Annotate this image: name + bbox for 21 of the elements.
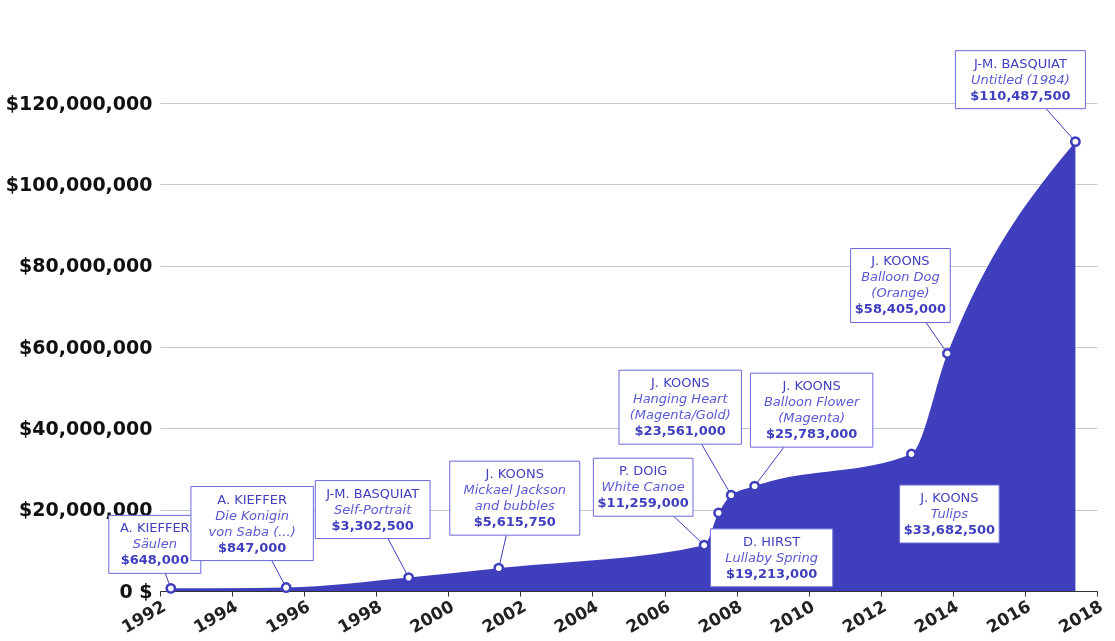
annotation: J. KOONS Mickael Jackson and bubbles $5,615,750 [463, 466, 567, 530]
annotation: A. KIEFFER Säulen $648,000 [119, 520, 190, 568]
point [280, 582, 292, 593]
annotation: J. KOONS Hanging Heart (Magenta/Gold) $23,561,000 [629, 375, 731, 439]
point [1069, 136, 1081, 148]
annotation: J. KOONS Balloon Flower (Magenta) $25,783,000 [763, 378, 861, 442]
y-tick-label: $20,000,000 [19, 498, 153, 521]
annotation: J-M. BASQUIAT Untitled (1984) $110,487,500 [970, 55, 1071, 103]
y-tick-label: 0 $ [119, 579, 153, 602]
annotation: D. HIRST Lullaby Spring $19,213,000 [725, 533, 818, 581]
y-tick-label: $100,000,000 [5, 172, 153, 195]
annotation: J. KOONS Balloon Dog (Orange) $58,405,000 [854, 253, 947, 317]
annotation: J-M. BASQUIAT Self-Portrait $3,302,500 [325, 485, 420, 533]
y-tick-label: $60,000,000 [19, 335, 153, 358]
y-tick-label: $120,000,000 [5, 91, 153, 114]
annotation: J. KOONS Tulips $33,682,500 [903, 490, 996, 538]
y-tick-label: $40,000,000 [19, 416, 153, 439]
point [165, 582, 177, 594]
annotation: P. DOIG White Canoe $11,259,000 [597, 463, 689, 511]
annotation: A. KIEFFER Die Konigin von Saba (...) $847,000 [208, 491, 296, 555]
y-tick-label: $80,000,000 [19, 254, 153, 277]
